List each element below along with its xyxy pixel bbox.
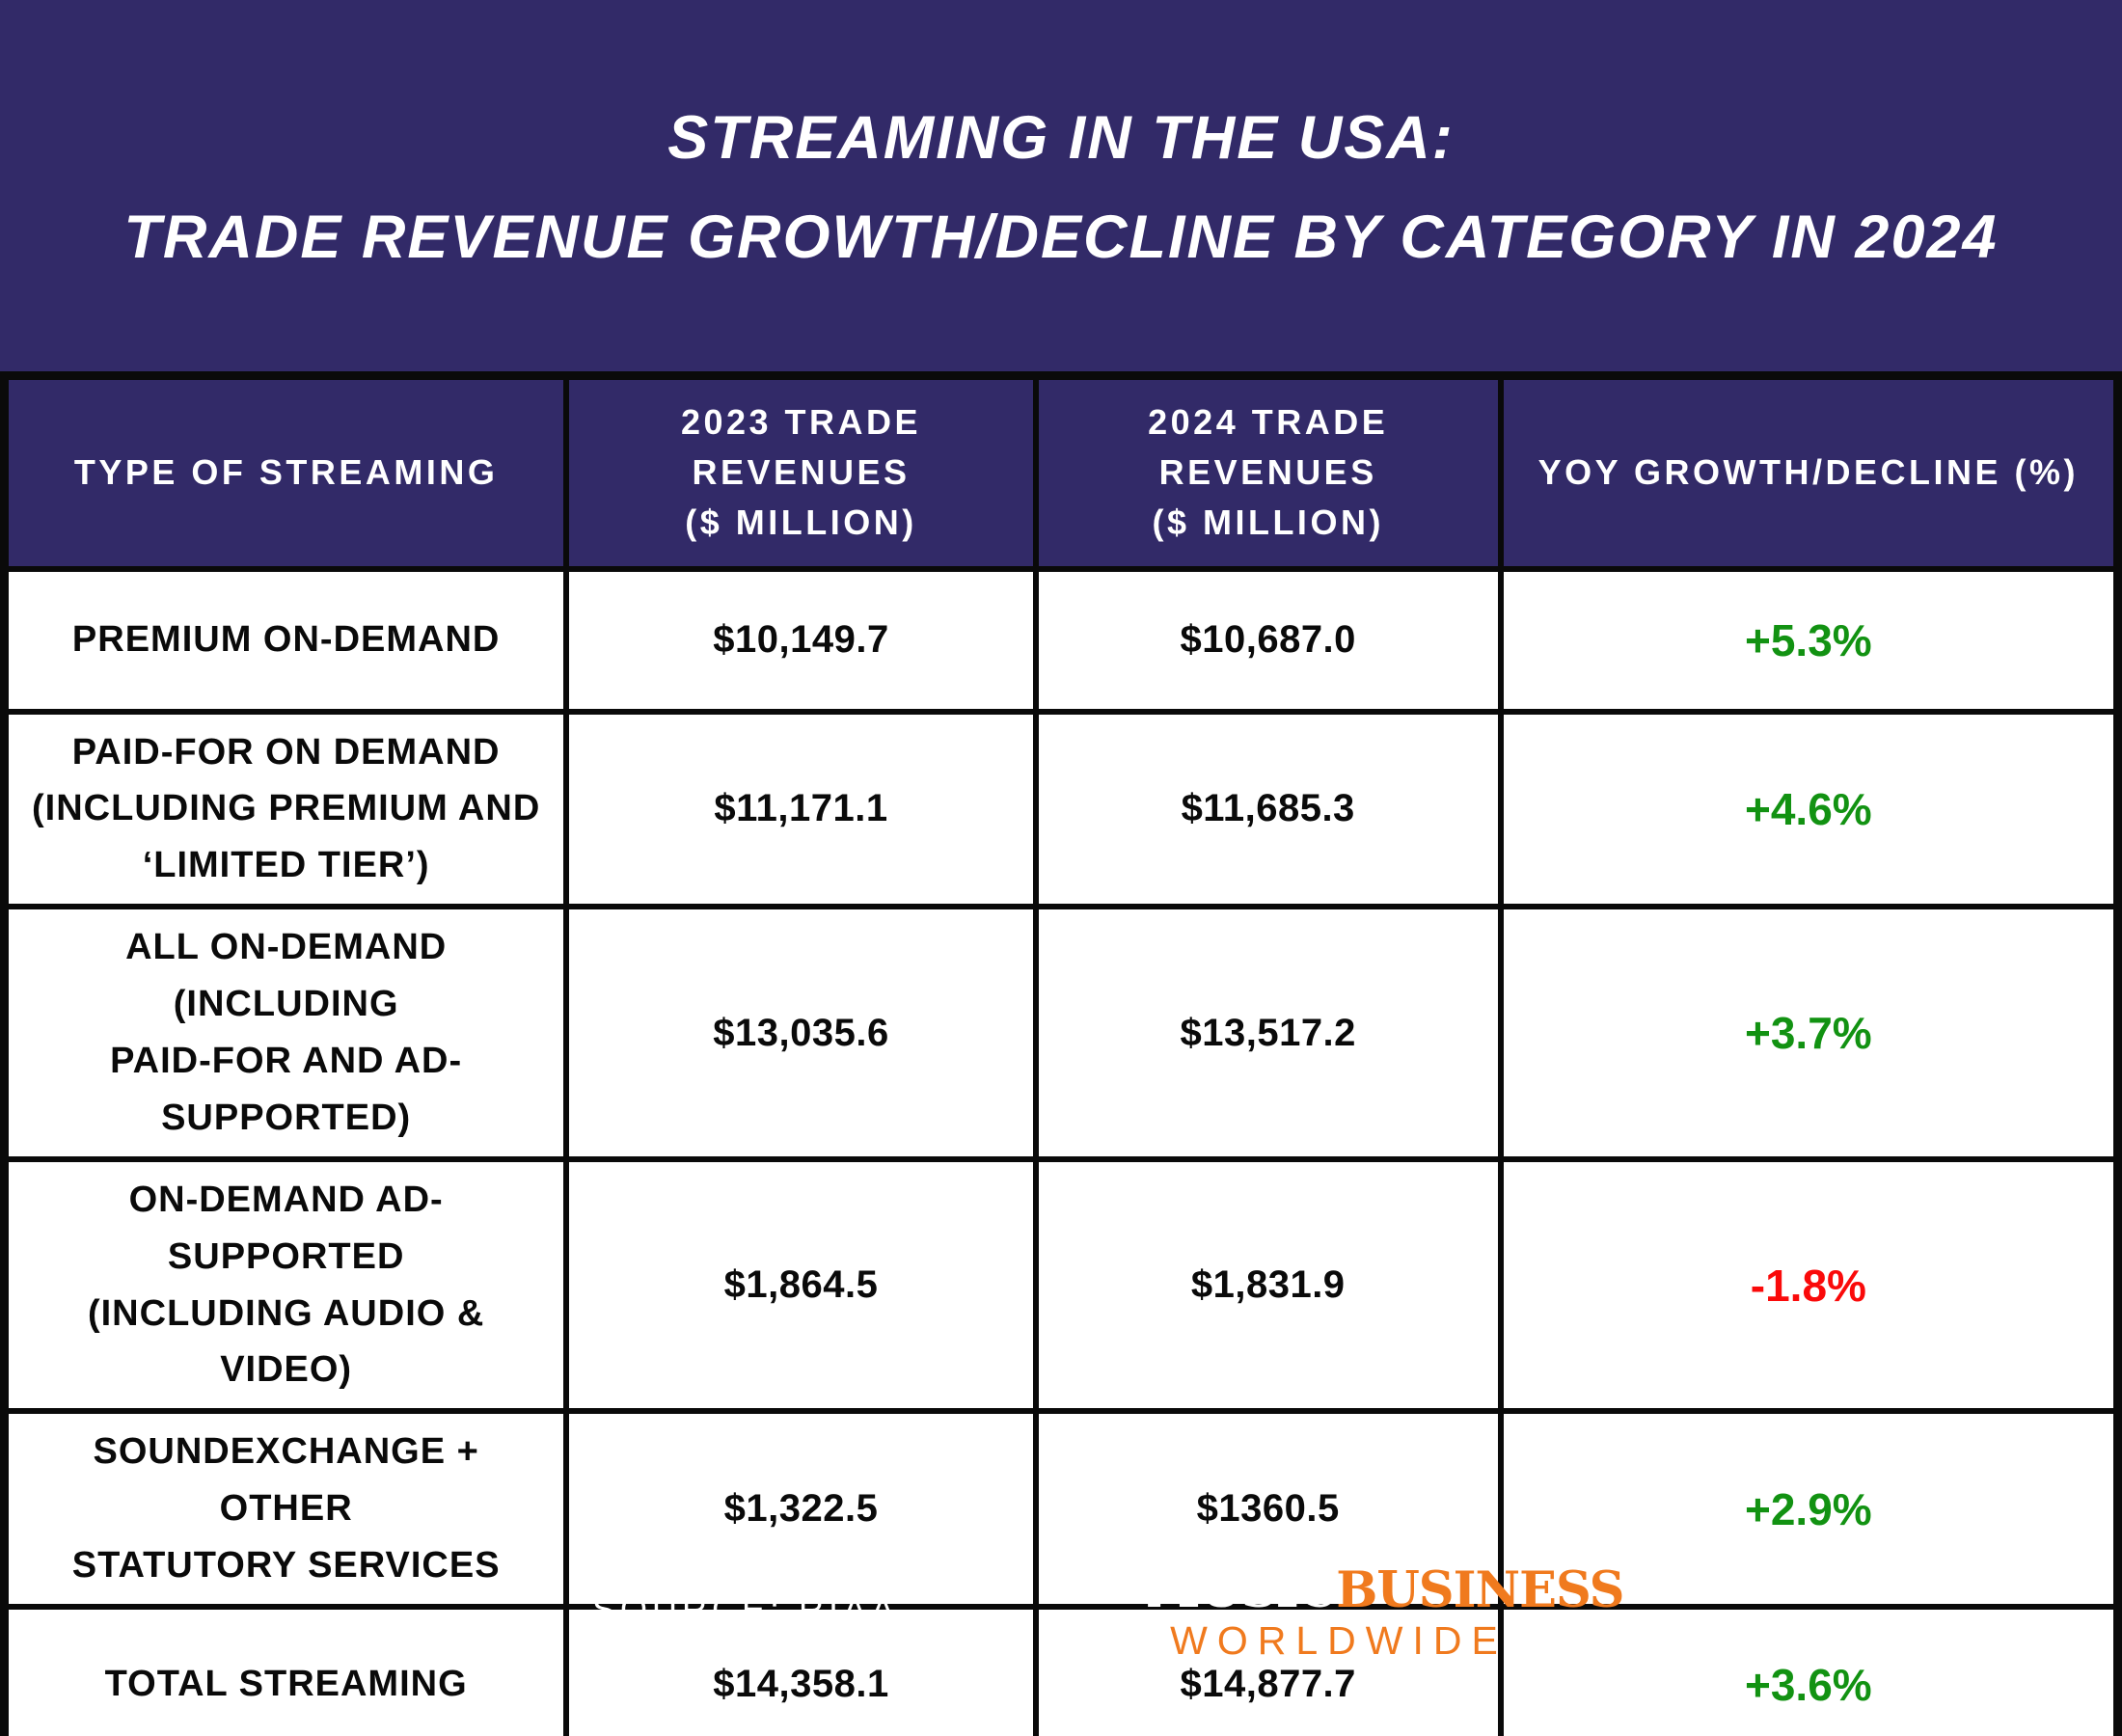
row-type: SOUNDEXCHANGE + OTHER STATUTORY SERVICES	[1, 1408, 570, 1611]
col-header-type: TYPE OF STREAMING	[1, 372, 570, 572]
table-row: SOUNDEXCHANGE + OTHER STATUTORY SERVICES…	[1, 1408, 2121, 1611]
row-yoy: +4.6%	[1497, 708, 2121, 910]
page-title: STREAMING IN THE USA: TRADE REVENUE GROW…	[0, 89, 2122, 287]
row-yoy: +2.9%	[1497, 1408, 2121, 1611]
row-type: TOTAL STREAMING	[1, 1604, 570, 1736]
row-type: ON-DEMAND AD-SUPPORTED (INCLUDING AUDIO …	[1, 1155, 570, 1415]
row-rev-2023: $13,035.6	[563, 904, 1039, 1162]
row-rev-2024: $13,517.2	[1032, 904, 1504, 1162]
row-rev-2024: $1360.5	[1032, 1408, 1504, 1611]
title-line-2: TRADE REVENUE GROWTH/DECLINE BY CATEGORY…	[123, 203, 1999, 271]
col-header-yoy: YOY GROWTH/DECLINE (%)	[1497, 372, 2121, 572]
mbw-logo-business: BUSINESS	[1336, 1561, 1624, 1619]
row-type: PREMIUM ON-DEMAND	[1, 565, 570, 715]
revenue-table: TYPE OF STREAMING 2023 TRADE REVENUES ($…	[0, 371, 2122, 1736]
col-header-2024-revenues: 2024 TRADE REVENUES ($ MILLION)	[1032, 372, 1504, 572]
row-rev-2023: $11,171.1	[563, 708, 1039, 910]
table-row: TOTAL STREAMING $14,358.1 $14,877.7 +3.6…	[1, 1604, 2121, 1736]
row-rev-2024: $10,687.0	[1032, 565, 1504, 715]
row-yoy: +3.7%	[1497, 904, 2121, 1162]
revenue-table-wrapper: TYPE OF STREAMING 2023 TRADE REVENUES ($…	[0, 371, 2122, 1736]
mbw-logo-wordmark: MUSICBUSINESS	[1146, 1566, 1625, 1615]
header-row: TYPE OF STREAMING 2023 TRADE REVENUES ($…	[1, 372, 2121, 572]
mbw-logo-worldwide: WORLDWIDE	[1170, 1618, 1508, 1663]
title-line-1: STREAMING IN THE USA:	[667, 104, 1455, 172]
row-yoy: +3.6%	[1497, 1604, 2121, 1736]
row-rev-2023: $10,149.7	[563, 565, 1039, 715]
table-row: PREMIUM ON-DEMAND $10,149.7 $10,687.0 +5…	[1, 565, 2121, 715]
row-type: ALL ON-DEMAND (INCLUDING PAID-FOR AND AD…	[1, 904, 570, 1162]
mbw-logo: MUSICBUSINESS WORLDWIDE	[1146, 1566, 1625, 1663]
row-rev-2023: $1,864.5	[563, 1155, 1039, 1415]
row-type: PAID-FOR ON DEMAND (INCLUDING PREMIUM AN…	[1, 708, 570, 910]
table-row: ON-DEMAND AD-SUPPORTED (INCLUDING AUDIO …	[1, 1155, 2121, 1415]
row-yoy: -1.8%	[1497, 1155, 2121, 1415]
row-yoy: +5.3%	[1497, 565, 2121, 715]
table-row: PAID-FOR ON DEMAND (INCLUDING PREMIUM AN…	[1, 708, 2121, 910]
row-rev-2023: $1,322.5	[563, 1408, 1039, 1611]
row-rev-2024: $14,877.7	[1032, 1604, 1504, 1736]
col-header-2023-revenues: 2023 TRADE REVENUES ($ MILLION)	[563, 372, 1039, 572]
source-credit: SOURCE: RIAA	[592, 1589, 900, 1629]
table-row: ALL ON-DEMAND (INCLUDING PAID-FOR AND AD…	[1, 904, 2121, 1162]
row-rev-2024: $1,831.9	[1032, 1155, 1504, 1415]
row-rev-2023: $14,358.1	[563, 1604, 1039, 1736]
mbw-logo-music: MUSIC	[1146, 1561, 1337, 1619]
row-rev-2024: $11,685.3	[1032, 708, 1504, 910]
